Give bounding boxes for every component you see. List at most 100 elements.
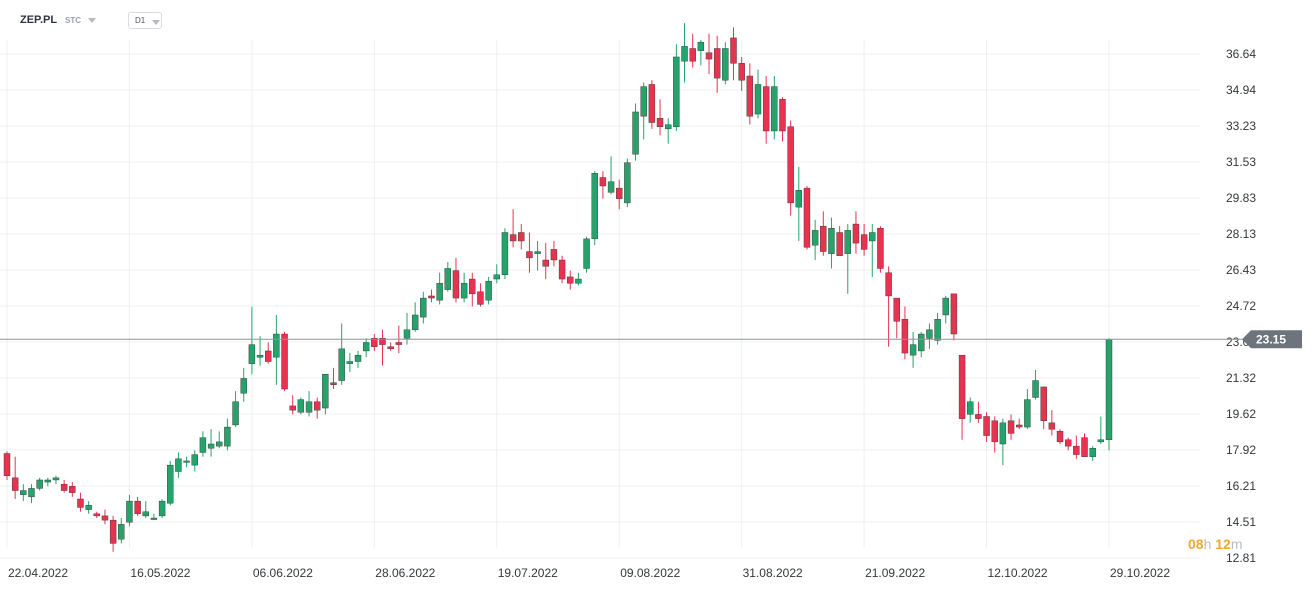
candle-down[interactable]	[1073, 435, 1080, 459]
candle-down[interactable]	[901, 306, 909, 360]
candle-up[interactable]	[673, 44, 680, 131]
candle-up[interactable]	[118, 518, 125, 544]
candle-down[interactable]	[983, 412, 990, 442]
candle-down[interactable]	[109, 515, 117, 552]
candle-up[interactable]	[632, 103, 639, 161]
candle-up[interactable]	[1105, 338, 1113, 451]
candle-down[interactable]	[379, 329, 386, 366]
candle-up[interactable]	[869, 224, 876, 277]
candle-down[interactable]	[836, 226, 843, 256]
candle-up[interactable]	[681, 23, 688, 83]
instrument-symbol[interactable]: ZEP.PL	[20, 14, 58, 26]
candle-up[interactable]	[52, 475, 60, 485]
candle-down[interactable]	[452, 257, 460, 303]
candle-up[interactable]	[36, 477, 43, 491]
candle-up[interactable]	[795, 166, 803, 241]
candle-up[interactable]	[199, 431, 207, 457]
candle-up[interactable]	[183, 456, 190, 468]
candle-up[interactable]	[1032, 369, 1039, 400]
candle-down[interactable]	[1007, 414, 1015, 440]
candle-up[interactable]	[591, 171, 598, 246]
candle-down[interactable]	[509, 209, 517, 248]
candle-up[interactable]	[322, 374, 329, 415]
candle-down[interactable]	[567, 270, 574, 290]
candle-down[interactable]	[428, 289, 435, 303]
candle-up[interactable]	[403, 312, 411, 345]
candle-up[interactable]	[999, 418, 1007, 466]
candle-down[interactable]	[950, 293, 958, 341]
candle-up[interactable]	[828, 217, 835, 269]
candle-down[interactable]	[1056, 429, 1064, 445]
candle-up[interactable]	[191, 450, 198, 472]
candle-up[interactable]	[240, 367, 247, 402]
candle-down[interactable]	[387, 342, 394, 351]
candle-up[interactable]	[158, 498, 166, 519]
candle-up[interactable]	[207, 429, 215, 457]
candle-down[interactable]	[313, 397, 321, 419]
candle-up[interactable]	[485, 276, 492, 305]
candle-down[interactable]	[689, 33, 696, 68]
candle-up[interactable]	[305, 391, 313, 417]
candle-up[interactable]	[640, 82, 647, 140]
candle-up[interactable]	[575, 272, 582, 286]
candle-up[interactable]	[665, 118, 672, 144]
candle-up[interactable]	[346, 353, 354, 373]
candle-down[interactable]	[281, 331, 288, 392]
candle-up[interactable]	[28, 484, 35, 504]
candle-down[interactable]	[526, 232, 533, 273]
candle-down[interactable]	[1016, 418, 1023, 430]
candle-down[interactable]	[958, 354, 966, 440]
candle-up[interactable]	[232, 391, 239, 428]
candle-down[interactable]	[787, 120, 794, 216]
candle-up[interactable]	[150, 513, 158, 521]
candle-down[interactable]	[60, 479, 68, 493]
candle-down[interactable]	[558, 255, 566, 284]
candle-up[interactable]	[297, 397, 305, 415]
candle-up[interactable]	[918, 331, 925, 358]
candle-up[interactable]	[167, 460, 174, 506]
candle-up[interactable]	[444, 262, 451, 292]
candle-up[interactable]	[934, 312, 941, 345]
candle-up[interactable]	[942, 295, 949, 324]
candle-down[interactable]	[852, 211, 860, 254]
candle-down[interactable]	[265, 342, 272, 364]
candle-up[interactable]	[354, 350, 362, 368]
candle-down[interactable]	[730, 27, 737, 81]
candle-down[interactable]	[991, 416, 998, 453]
candle-down[interactable]	[1081, 433, 1088, 457]
candle-down[interactable]	[371, 334, 378, 351]
candle-up[interactable]	[20, 484, 27, 502]
candle-down[interactable]	[289, 395, 296, 415]
candle-up[interactable]	[493, 264, 500, 284]
candle-down[interactable]	[705, 33, 713, 74]
candle-up[interactable]	[142, 501, 149, 519]
candle-up[interactable]	[44, 477, 52, 487]
candle-up[interactable]	[534, 240, 541, 271]
candle-up[interactable]	[697, 40, 705, 66]
candle-up[interactable]	[273, 314, 280, 385]
candle-down[interactable]	[101, 509, 109, 525]
candle-up[interactable]	[411, 302, 419, 332]
candle-down[interactable]	[877, 226, 884, 273]
candle-up[interactable]	[771, 75, 778, 140]
candle-up[interactable]	[126, 494, 133, 527]
candle-down[interactable]	[738, 56, 745, 91]
candle-down[interactable]	[713, 35, 721, 93]
candle-down[interactable]	[975, 401, 982, 423]
candle-down[interactable]	[860, 224, 868, 256]
timeframe-dropdown[interactable]: D1	[128, 12, 162, 29]
chevron-down-icon[interactable]	[88, 18, 96, 23]
candle-down[interactable]	[779, 97, 786, 142]
candle-up[interactable]	[844, 224, 851, 294]
candle-up[interactable]	[1097, 416, 1105, 445]
candle-up[interactable]	[926, 323, 933, 349]
candle-up[interactable]	[420, 291, 427, 324]
candle-up[interactable]	[460, 272, 468, 303]
candle-down[interactable]	[3, 451, 11, 480]
candle-up[interactable]	[501, 228, 509, 280]
candle-up[interactable]	[624, 158, 631, 208]
candle-down[interactable]	[893, 297, 900, 339]
candle-down[interactable]	[550, 240, 558, 267]
candle-down[interactable]	[762, 75, 770, 144]
candle-down[interactable]	[330, 367, 337, 390]
